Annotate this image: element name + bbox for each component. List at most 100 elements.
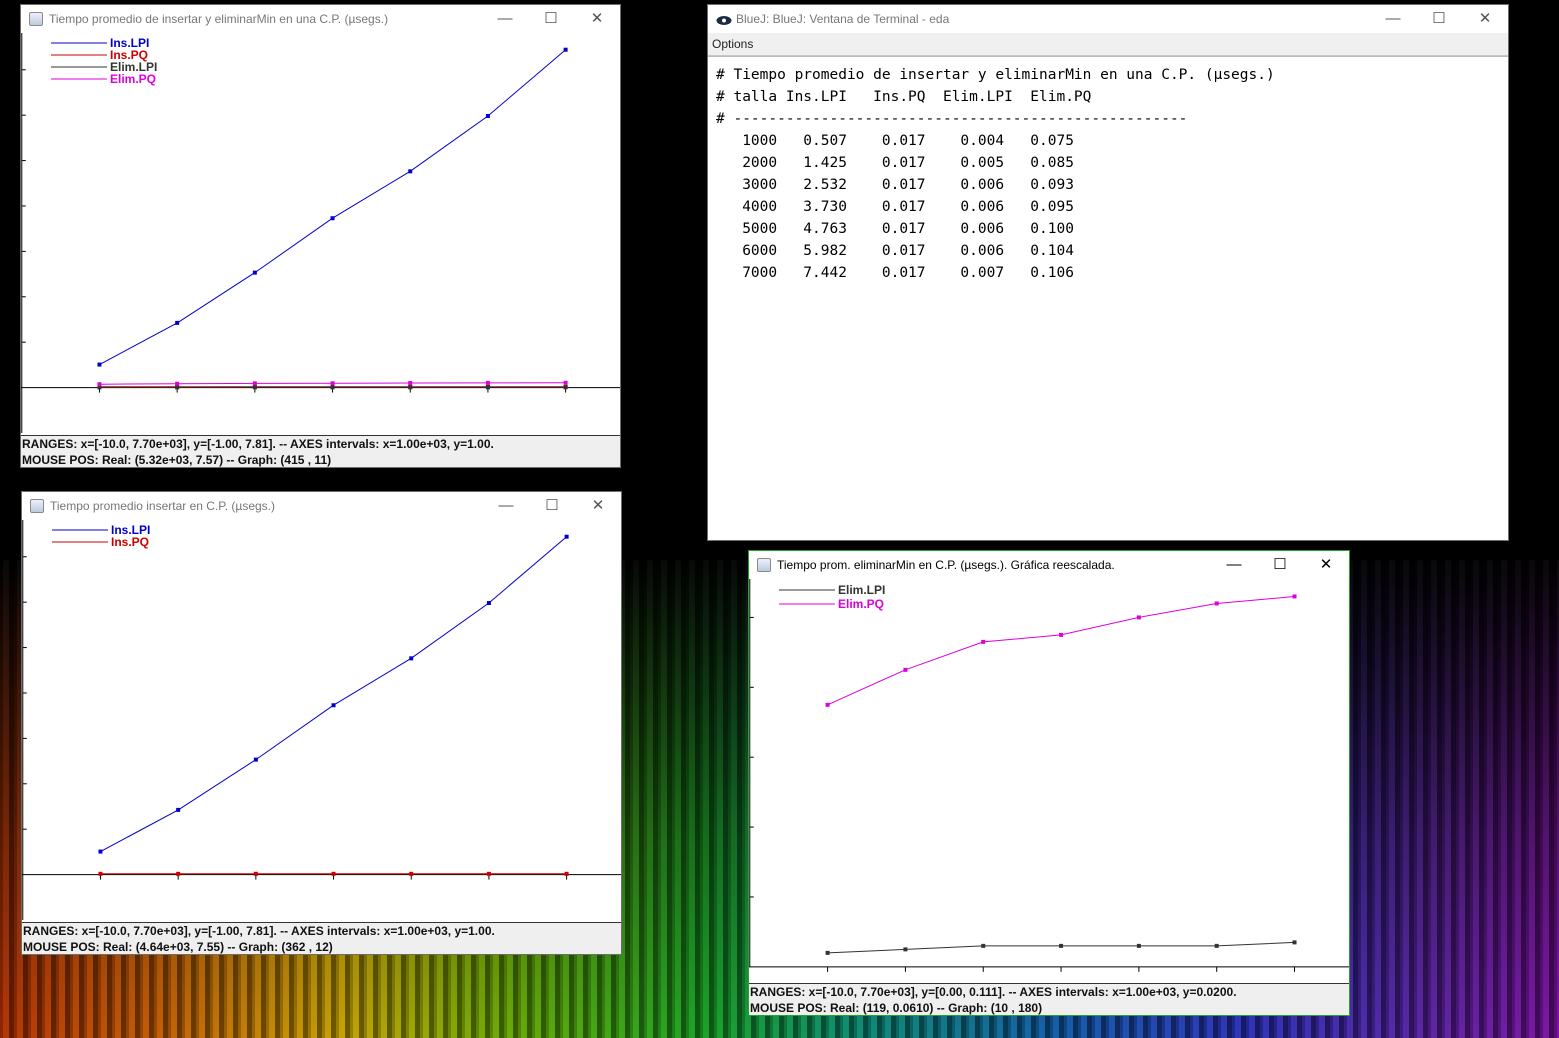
- maximize-button[interactable]: ☐: [545, 497, 559, 514]
- data-point: [563, 385, 568, 390]
- data-point: [253, 757, 258, 762]
- maximize-button[interactable]: ☐: [1273, 556, 1287, 573]
- data-point: [97, 382, 102, 387]
- data-point: [409, 656, 414, 661]
- data-point: [564, 871, 569, 876]
- window-title: BlueJ: BlueJ: Ventana de Terminal - eda: [736, 12, 950, 26]
- series-line: [99, 49, 566, 366]
- terminal-output[interactable]: # Tiempo promedio de insertar y eliminar…: [708, 56, 1508, 540]
- data-point: [1136, 943, 1141, 948]
- minimize-button[interactable]: —: [1385, 10, 1401, 27]
- java-icon: [757, 558, 771, 572]
- legend-label: Ins.LPI: [110, 36, 149, 50]
- menu-options[interactable]: Options: [712, 37, 754, 51]
- close-button[interactable]: ✕: [1319, 556, 1333, 573]
- close-button[interactable]: ✕: [1478, 10, 1492, 27]
- data-point: [825, 950, 830, 955]
- window-title: Tiempo prom. eliminarMin en C.P. (µsegs.…: [777, 558, 1115, 572]
- data-point: [175, 381, 180, 386]
- data-point: [253, 871, 258, 876]
- data-point: [331, 703, 336, 708]
- plot-area[interactable]: Ins.LPI Ins.PQ Elim.LPI Elim.PQ: [21, 33, 620, 435]
- legend-label: Elim.LPI: [838, 583, 885, 597]
- minimize-button[interactable]: —: [1226, 556, 1242, 573]
- series-line: [100, 536, 567, 853]
- data-point: [408, 381, 413, 386]
- plot-window-insert-elim[interactable]: Tiempo promedio de insertar y eliminarMi…: [20, 4, 621, 468]
- data-point: [252, 385, 257, 390]
- terminal-line: 7000 7.442 0.017 0.007 0.106: [716, 265, 1074, 281]
- data-point: [252, 381, 257, 386]
- bluej-terminal-window[interactable]: BlueJ: BlueJ: Ventana de Terminal - eda …: [707, 4, 1509, 541]
- java-icon: [29, 12, 43, 26]
- data-point: [97, 362, 102, 367]
- data-point: [486, 871, 491, 876]
- data-point: [1214, 601, 1219, 606]
- legend-label: Ins.LPI: [111, 523, 150, 537]
- status-panel: RANGES: x=[-10.0, 7.70e+03], y=[0.00, 0.…: [749, 983, 1349, 1015]
- close-button[interactable]: ✕: [591, 497, 605, 514]
- status-panel: RANGES: x=[-10.0, 7.70e+03], y=[-1.00, 7…: [21, 435, 620, 467]
- ranges-text: RANGES: x=[-10.0, 7.70e+03], y=[-1.00, 7…: [23, 924, 495, 938]
- terminal-line: 4000 3.730 0.017 0.006 0.095: [716, 199, 1074, 215]
- series-line: [827, 596, 1295, 706]
- terminal-line: 1000 0.507 0.017 0.004 0.075: [716, 133, 1074, 149]
- terminal-line: 3000 2.532 0.017 0.006 0.093: [716, 177, 1074, 193]
- minimize-button[interactable]: —: [497, 10, 513, 27]
- data-point: [408, 385, 413, 390]
- data-point: [330, 385, 335, 390]
- data-point: [486, 600, 491, 605]
- legend-label: Elim.PQ: [110, 72, 156, 86]
- plot-area[interactable]: Elim.LPI Elim.PQ: [749, 579, 1349, 983]
- data-point: [330, 216, 335, 221]
- data-point: [1136, 615, 1141, 620]
- terminal-line: # talla Ins.LPI Ins.PQ Elim.LPI Elim.PQ: [716, 89, 1092, 105]
- plot-window-insert[interactable]: Tiempo promedio insertar en C.P. (µsegs.…: [21, 491, 622, 955]
- legend-label: Elim.LPI: [110, 60, 157, 74]
- java-icon: [30, 499, 44, 513]
- data-point: [175, 320, 180, 325]
- mouse-pos-text: MOUSE POS: Real: (4.64e+03, 7.55) -- Gra…: [23, 940, 333, 954]
- data-point: [485, 380, 490, 385]
- terminal-line: 5000 4.763 0.017 0.006 0.100: [716, 221, 1074, 237]
- mouse-pos-text: MOUSE POS: Real: (5.32e+03, 7.57) -- Gra…: [22, 453, 332, 467]
- data-point: [903, 667, 908, 672]
- data-point: [409, 871, 414, 876]
- data-point: [564, 534, 569, 539]
- data-point: [330, 381, 335, 386]
- maximize-button[interactable]: ☐: [544, 10, 558, 27]
- maximize-button[interactable]: ☐: [1432, 10, 1446, 27]
- data-point: [176, 871, 181, 876]
- data-point: [175, 385, 180, 390]
- terminal-line: # Tiempo promedio de insertar y eliminar…: [716, 67, 1275, 83]
- data-point: [1292, 594, 1297, 599]
- terminal-line: # --------------------------------------…: [716, 111, 1188, 127]
- ranges-text: RANGES: x=[-10.0, 7.70e+03], y=[0.00, 0.…: [750, 985, 1237, 999]
- terminal-line: 2000 1.425 0.017 0.005 0.085: [716, 155, 1074, 171]
- status-panel: RANGES: x=[-10.0, 7.70e+03], y=[-1.00, 7…: [22, 922, 621, 954]
- title-bar[interactable]: Tiempo promedio de insertar y eliminarMi…: [21, 5, 620, 33]
- data-point: [903, 947, 908, 952]
- data-point: [1059, 943, 1064, 948]
- data-point: [981, 639, 986, 644]
- data-point: [98, 849, 103, 854]
- close-button[interactable]: ✕: [590, 10, 604, 27]
- data-point: [825, 702, 830, 707]
- window-title: Tiempo promedio insertar en C.P. (µsegs.…: [50, 499, 276, 513]
- title-bar[interactable]: Tiempo promedio insertar en C.P. (µsegs.…: [22, 492, 621, 520]
- data-point: [331, 871, 336, 876]
- title-bar[interactable]: BlueJ: BlueJ: Ventana de Terminal - eda …: [708, 5, 1508, 33]
- minimize-button[interactable]: —: [498, 497, 514, 514]
- title-bar[interactable]: Tiempo prom. eliminarMin en C.P. (µsegs.…: [749, 551, 1349, 579]
- plot-window-elim-rescaled[interactable]: Tiempo prom. eliminarMin en C.P. (µsegs.…: [748, 550, 1350, 1016]
- legend-label: Elim.PQ: [838, 597, 884, 611]
- data-point: [981, 943, 986, 948]
- ranges-text: RANGES: x=[-10.0, 7.70e+03], y=[-1.00, 7…: [22, 437, 494, 451]
- data-point: [408, 169, 413, 174]
- plot-area[interactable]: Ins.LPI Ins.PQ: [22, 520, 621, 922]
- data-point: [563, 380, 568, 385]
- terminal-line: 6000 5.982 0.017 0.006 0.104: [716, 243, 1074, 259]
